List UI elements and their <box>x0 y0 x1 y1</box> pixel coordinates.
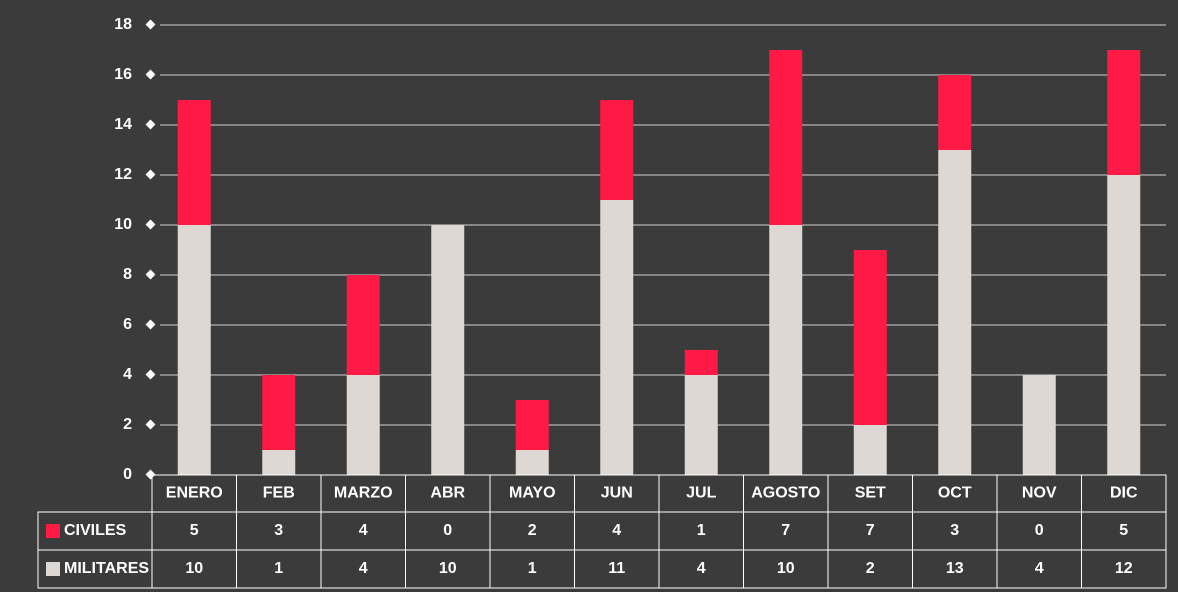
bar-segment <box>431 225 465 475</box>
y-tick-label: 6 <box>123 316 132 333</box>
x-tick-label: MARZO <box>334 485 393 502</box>
bar-segment <box>1107 175 1141 475</box>
bar-segment <box>938 75 972 150</box>
y-tick-label: 0 <box>123 466 132 483</box>
table-value: 4 <box>697 560 706 577</box>
x-tick-label: AGOSTO <box>751 485 820 502</box>
bar-segment <box>262 375 296 450</box>
table-value: 4 <box>612 522 621 539</box>
y-tick-label: 14 <box>114 116 132 133</box>
bar-segment <box>1022 375 1056 475</box>
table-value: 2 <box>528 522 537 539</box>
table-value: 1 <box>528 560 537 577</box>
tick-diamond <box>145 469 156 480</box>
bar-segment <box>600 200 634 475</box>
bar-segment <box>177 100 211 225</box>
bar-segment <box>515 400 549 450</box>
bar-segment <box>346 375 380 475</box>
table-value: 7 <box>781 522 790 539</box>
x-tick-label: JUN <box>601 485 633 502</box>
legend-swatch <box>46 562 60 576</box>
bar-segment <box>515 450 549 475</box>
table-value: 1 <box>274 560 283 577</box>
legend-swatch <box>46 524 60 538</box>
table-value: 3 <box>950 522 959 539</box>
y-tick-label: 12 <box>114 166 132 183</box>
x-tick-label: FEB <box>263 485 295 502</box>
table-value: 4 <box>1035 560 1044 577</box>
bar-segment <box>346 275 380 375</box>
bar-segment <box>853 425 887 475</box>
table-value: 13 <box>946 560 964 577</box>
x-tick-label: MAYO <box>509 485 556 502</box>
table-value: 0 <box>443 522 452 539</box>
table-value: 4 <box>359 560 368 577</box>
tick-diamond <box>145 119 156 130</box>
x-tick-label: DIC <box>1110 485 1138 502</box>
bar-segment <box>938 150 972 475</box>
tick-diamond <box>145 219 156 230</box>
table-value: 10 <box>185 560 203 577</box>
table-value: 1 <box>697 522 706 539</box>
tick-diamond <box>145 19 156 30</box>
table-value: 10 <box>439 560 457 577</box>
bar-segment <box>262 450 296 475</box>
bar-segment <box>769 50 803 225</box>
tick-diamond <box>145 319 156 330</box>
table-value: 3 <box>274 522 283 539</box>
bar-segment <box>684 350 718 375</box>
table-value: 2 <box>866 560 875 577</box>
table-cell <box>1081 549 1167 589</box>
table-value: 11 <box>608 560 625 577</box>
tick-diamond <box>145 269 156 280</box>
bar-segment <box>1107 50 1141 175</box>
x-tick-label: ENERO <box>166 485 223 502</box>
bar-segment <box>684 375 718 475</box>
y-tick-label: 16 <box>114 66 132 83</box>
bar-segment <box>177 225 211 475</box>
table-value: 5 <box>190 522 199 539</box>
bar-segment <box>600 100 634 200</box>
x-tick-label: ABR <box>430 485 465 502</box>
tick-diamond <box>145 169 156 180</box>
tick-diamond <box>145 419 156 430</box>
table-value: 10 <box>777 560 795 577</box>
table-value: 12 <box>1115 560 1133 577</box>
x-tick-label: SET <box>855 485 886 502</box>
y-tick-label: 2 <box>123 416 132 433</box>
x-tick-label: OCT <box>938 485 972 502</box>
x-tick-label: JUL <box>686 485 716 502</box>
bar-segment <box>853 250 887 425</box>
legend-label: MILITARES <box>64 560 149 577</box>
table-value: 4 <box>359 522 368 539</box>
bar-segment <box>769 225 803 475</box>
x-tick-label: NOV <box>1022 485 1057 502</box>
table-value: 0 <box>1035 522 1044 539</box>
legend-label: CIVILES <box>64 522 127 539</box>
y-tick-label: 18 <box>114 16 132 33</box>
table-value: 7 <box>866 522 875 539</box>
y-tick-label: 8 <box>123 266 132 283</box>
table-value: 5 <box>1119 522 1128 539</box>
y-tick-label: 10 <box>114 216 132 233</box>
y-tick-label: 4 <box>123 366 132 383</box>
tick-diamond <box>145 369 156 380</box>
tick-diamond <box>145 69 156 80</box>
